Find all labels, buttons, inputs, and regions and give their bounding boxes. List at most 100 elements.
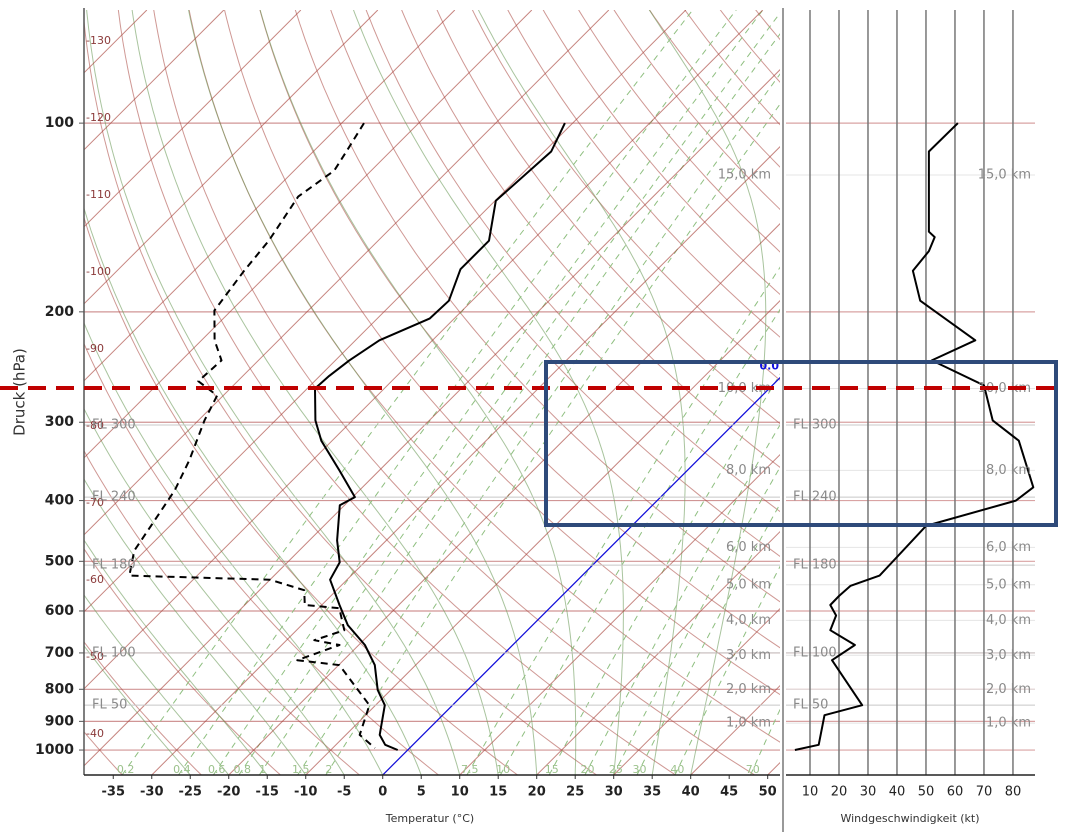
dry-adiabat (84, 641, 202, 775)
moist-adiabat (86, 10, 461, 775)
height-level-label: 8,0 km (726, 463, 771, 478)
dry-adiabat (542, 10, 780, 296)
mixing-ratio-label: 2 (325, 763, 332, 776)
mixing-ratio-line (121, 10, 694, 775)
x-tick-label: -5 (337, 785, 351, 800)
x-tick-label: 0 (378, 785, 387, 800)
x-tick-label: 35 (643, 785, 661, 800)
mixing-ratio-line (466, 266, 780, 775)
x-tick-label: 45 (720, 785, 738, 800)
mixing-ratio-line (258, 33, 780, 775)
isotherm (459, 454, 780, 775)
mixing-ratio-label: 15 (545, 763, 559, 776)
dry-adiabat (259, 10, 780, 649)
isotherm (84, 10, 456, 382)
mixing-ratio-line (238, 12, 780, 775)
x-tick-label: 20 (528, 785, 546, 800)
wind-background (786, 10, 1035, 775)
wind-tick-label: 10 (802, 785, 819, 800)
wind-tick-label: 20 (831, 785, 848, 800)
height-level-label: 15,0 km (978, 168, 1031, 183)
x-tick-label: -25 (178, 785, 202, 800)
height-level-label: 1,0 km (986, 716, 1031, 731)
dry-adiabat (436, 10, 780, 425)
isotherm-label: -60 (86, 573, 104, 586)
skewt-background (84, 10, 780, 775)
wind-tick-label: 50 (918, 785, 935, 800)
mixing-ratio-line (297, 73, 780, 775)
mixing-ratio-label: 40 (670, 763, 684, 776)
height-level-label: 4,0 km (726, 613, 771, 628)
profile-line (314, 122, 566, 751)
height-level-label: 5,0 km (986, 577, 1031, 592)
mixing-ratio-line (636, 502, 780, 775)
isotherm-label: -90 (86, 342, 104, 355)
x-tick-label: -35 (102, 785, 126, 800)
isotherm (84, 10, 225, 151)
wind-axis-title: Windgeschwindigkeit (kt) (840, 812, 979, 825)
x-tick-label: 25 (566, 785, 584, 800)
isotherm (151, 146, 780, 775)
moist-adiabat (131, 10, 499, 775)
y-tick-label: 500 (45, 553, 74, 569)
mixing-ratio-label: 70 (746, 763, 760, 776)
isotherm (228, 223, 780, 775)
wind-tick-label: 30 (860, 785, 877, 800)
x-tick-label: -15 (255, 785, 279, 800)
x-tick-label: -10 (294, 785, 318, 800)
height-level-label: 15,0 km (718, 168, 771, 183)
dry-adiabat (117, 10, 676, 775)
dry-adiabat (330, 10, 780, 557)
mixing-ratio-line (584, 424, 780, 775)
isotherm (613, 607, 780, 775)
dry-adiabat (153, 10, 755, 775)
isotherm-label: -80 (86, 419, 104, 432)
y-tick-label: 400 (45, 493, 74, 509)
moist-adiabat (648, 10, 767, 775)
moist-adiabat (259, 10, 577, 775)
dry-adiabat (84, 449, 360, 775)
isotherm (305, 300, 780, 775)
y-tick-label: 700 (45, 645, 74, 661)
mixing-ratio-label: 7.5 (461, 763, 479, 776)
mixing-ratio-line (548, 373, 780, 775)
mixing-ratio-label: 30 (632, 763, 646, 776)
x-tick-label: 50 (759, 785, 777, 800)
moist-adiabat (84, 644, 191, 775)
dry-adiabat (471, 10, 780, 381)
y-tick-label: 200 (45, 304, 74, 320)
dry-adiabat (401, 10, 780, 468)
mixing-ratio-line (499, 308, 780, 775)
dry-adiabat (613, 10, 780, 211)
x-tick-label: 15 (489, 785, 507, 800)
highlight-box (544, 360, 1058, 527)
isotherm (536, 531, 780, 775)
isotherm (84, 10, 379, 305)
isotherm-label: -70 (86, 496, 104, 509)
height-level-label: 10,0 km (978, 381, 1031, 396)
isotherm-label: -100 (86, 265, 111, 278)
moist-adiabat (84, 321, 384, 775)
moist-adiabat (84, 478, 307, 775)
dry-adiabat (294, 10, 780, 603)
isotherm (84, 10, 610, 536)
dry-adiabat (84, 215, 518, 775)
moist-adiabat (188, 10, 538, 775)
height-level-label: 6,0 km (986, 540, 1031, 555)
dry-adiabat (507, 10, 780, 338)
x-tick-label: 10 (451, 785, 469, 800)
y-tick-label: 800 (45, 681, 74, 697)
x-tick-label: 30 (605, 785, 623, 800)
flight-level-label: FL 180 (793, 558, 837, 573)
mixing-ratio-label: 0.4 (173, 763, 191, 776)
y-tick-label: 300 (45, 414, 74, 430)
isotherm-label: -120 (86, 111, 111, 124)
flight-level-label: FL 100 (92, 645, 136, 660)
y-tick-label: 100 (45, 115, 74, 131)
mixing-ratio-line (178, 10, 737, 775)
height-level-label: 3,0 km (986, 648, 1031, 663)
mixing-ratio-label: 0.2 (117, 763, 135, 776)
x-tick-label: -30 (140, 785, 164, 800)
height-level-label: 8,0 km (986, 463, 1031, 478)
